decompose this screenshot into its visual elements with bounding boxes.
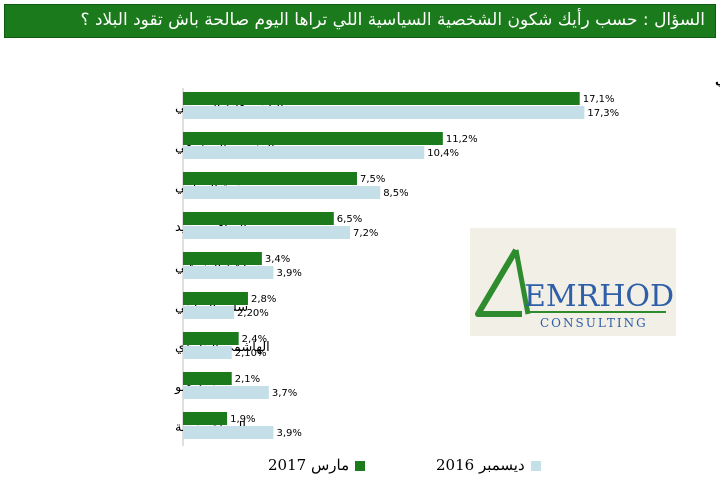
bar-2017	[183, 292, 248, 305]
legend-item-2017: مارس 2017	[268, 456, 366, 476]
bar-2016	[183, 186, 381, 199]
title-banner: السؤال : حسب رأيك شكون الشخصية السياسية …	[4, 4, 716, 38]
bar-2017	[183, 412, 228, 425]
data-label-2016: 10,4%	[427, 148, 459, 159]
emrhod-logo: EMRHOD CONSULTING	[470, 228, 676, 336]
data-label-2016: 17,3%	[587, 108, 619, 119]
legend-item-2016: ديسمبر 2016	[436, 456, 541, 476]
legend-swatch-2017	[355, 461, 366, 471]
bar-2017	[183, 172, 357, 185]
data-label-2016: 3,9%	[276, 268, 301, 279]
data-label-2017: 2,8%	[251, 294, 276, 305]
chart-note: سؤال تلقائي	[715, 73, 720, 88]
data-label-2017: 2,1%	[235, 374, 260, 385]
bar-2017	[183, 212, 334, 225]
bar-2017	[183, 332, 239, 345]
data-label-2017: 2,4%	[242, 334, 267, 345]
bar-2016	[183, 266, 274, 279]
data-label-2016: 7,2%	[353, 228, 378, 239]
data-label-2016: 3,7%	[272, 388, 297, 399]
data-label-2016: 8,5%	[383, 188, 408, 199]
bar-2016	[183, 386, 269, 399]
data-label-2016: 3,9%	[276, 428, 301, 439]
bar-2016	[183, 426, 274, 439]
bar-2016	[183, 346, 232, 359]
chart-title: السؤال : حسب رأيك شكون الشخصية السياسية …	[80, 10, 705, 30]
legend-label-2017: مارس 2017	[268, 456, 350, 474]
bar-2016	[183, 146, 425, 159]
legend-swatch-2016	[530, 461, 541, 471]
data-label-2016: 2,20%	[237, 308, 269, 319]
data-label-2017: 1,9%	[230, 414, 255, 425]
legend-label-2016: ديسمبر 2016	[436, 456, 525, 474]
data-label-2016: 2,10%	[235, 348, 267, 359]
bar-2016	[183, 106, 585, 119]
logo-text: EMRHOD	[524, 279, 674, 314]
bar-2016	[183, 306, 235, 319]
logo-subtext: CONSULTING	[540, 316, 648, 330]
data-label-2017: 7,5%	[360, 174, 385, 185]
bar-2016	[183, 226, 351, 239]
data-label-2017: 6,5%	[337, 214, 362, 225]
data-label-2017: 11,2%	[446, 134, 478, 145]
data-label-2017: 3,4%	[265, 254, 290, 265]
bar-2017	[183, 92, 580, 105]
bar-2017	[183, 372, 232, 385]
bar-2017	[183, 252, 262, 265]
bar-2017	[183, 132, 443, 145]
data-label-2017: 17,1%	[583, 94, 615, 105]
